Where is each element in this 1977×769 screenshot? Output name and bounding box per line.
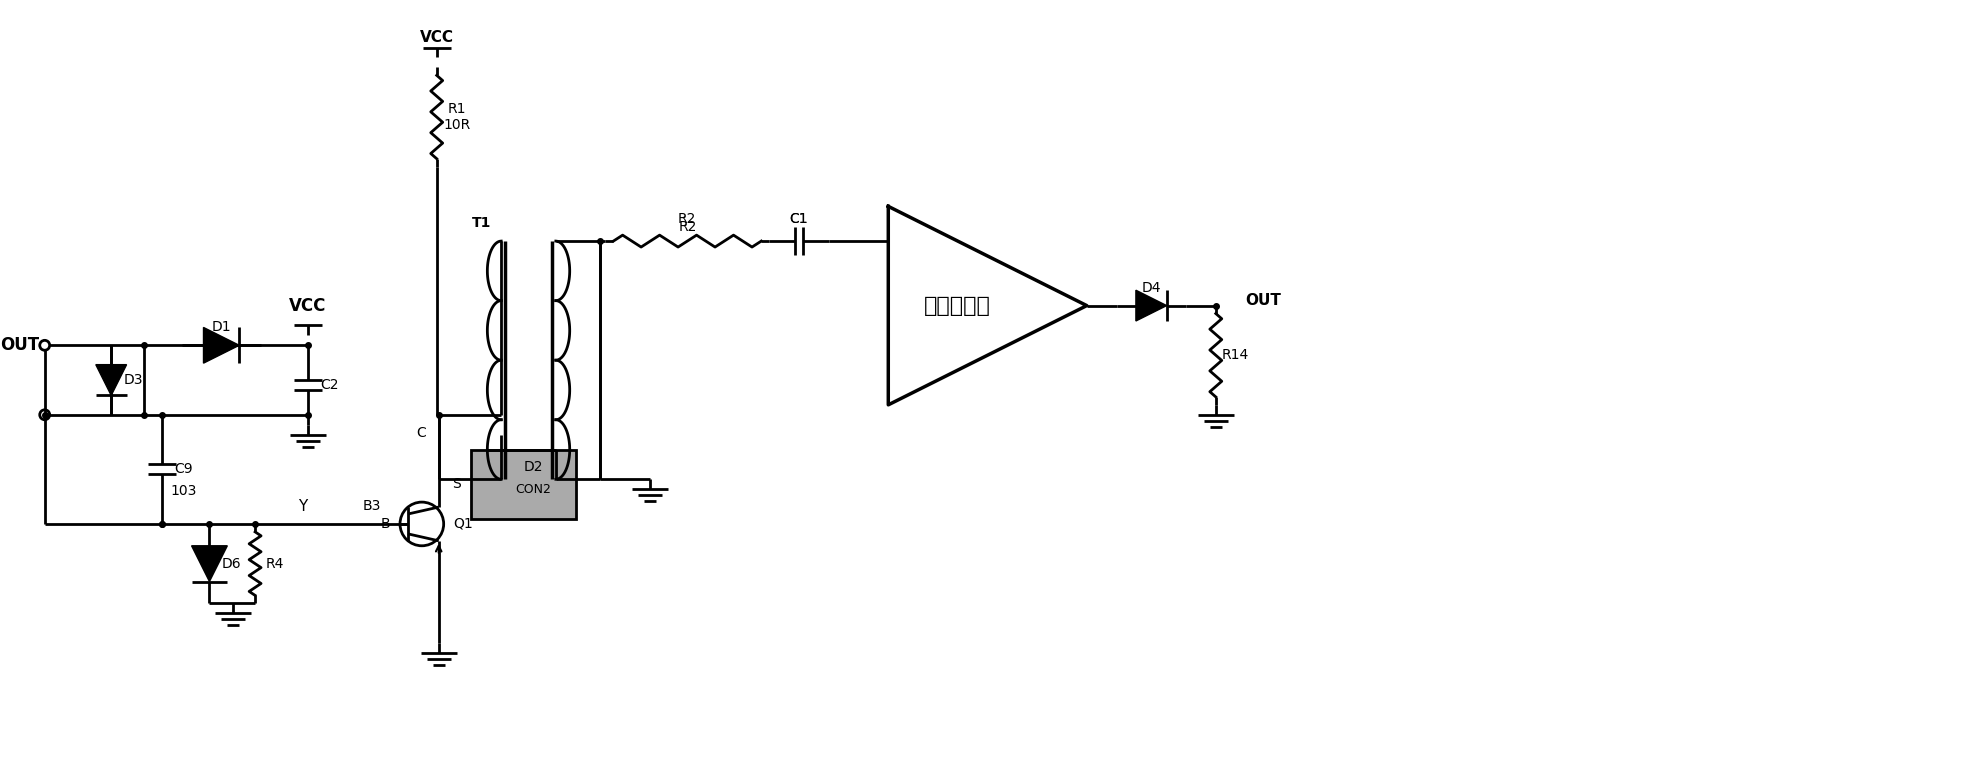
Text: D6: D6 [221,557,241,571]
Text: 103: 103 [170,484,198,498]
Text: C9: C9 [174,462,194,476]
Text: R14: R14 [1222,348,1249,362]
Text: Q1: Q1 [453,517,473,531]
Text: CON2: CON2 [516,483,552,496]
Text: D4: D4 [1141,281,1160,295]
Text: C1: C1 [789,212,809,226]
Text: R2: R2 [678,220,696,235]
Text: D1: D1 [212,321,231,335]
Text: VCC: VCC [289,297,326,315]
Text: R4: R4 [265,557,285,571]
Text: C1: C1 [789,212,809,226]
Text: C2: C2 [320,378,338,392]
Text: R1
10R: R1 10R [443,102,471,132]
Text: C: C [415,425,425,440]
Text: B: B [380,517,389,531]
Text: B3: B3 [364,499,382,513]
Polygon shape [1137,290,1166,321]
Polygon shape [192,546,227,581]
Text: OUT: OUT [0,336,40,355]
Text: VCC: VCC [419,30,455,45]
Polygon shape [204,328,239,363]
Polygon shape [95,365,127,395]
Text: D2: D2 [524,461,544,474]
Text: 信号放大器: 信号放大器 [925,295,990,315]
Text: R2: R2 [678,212,696,226]
Polygon shape [888,206,1087,404]
Text: OUT: OUT [1246,293,1281,308]
Text: Y: Y [299,498,306,514]
Text: S: S [453,478,461,491]
Text: D3: D3 [123,373,142,387]
FancyBboxPatch shape [471,450,575,519]
Text: T1: T1 [473,216,490,230]
